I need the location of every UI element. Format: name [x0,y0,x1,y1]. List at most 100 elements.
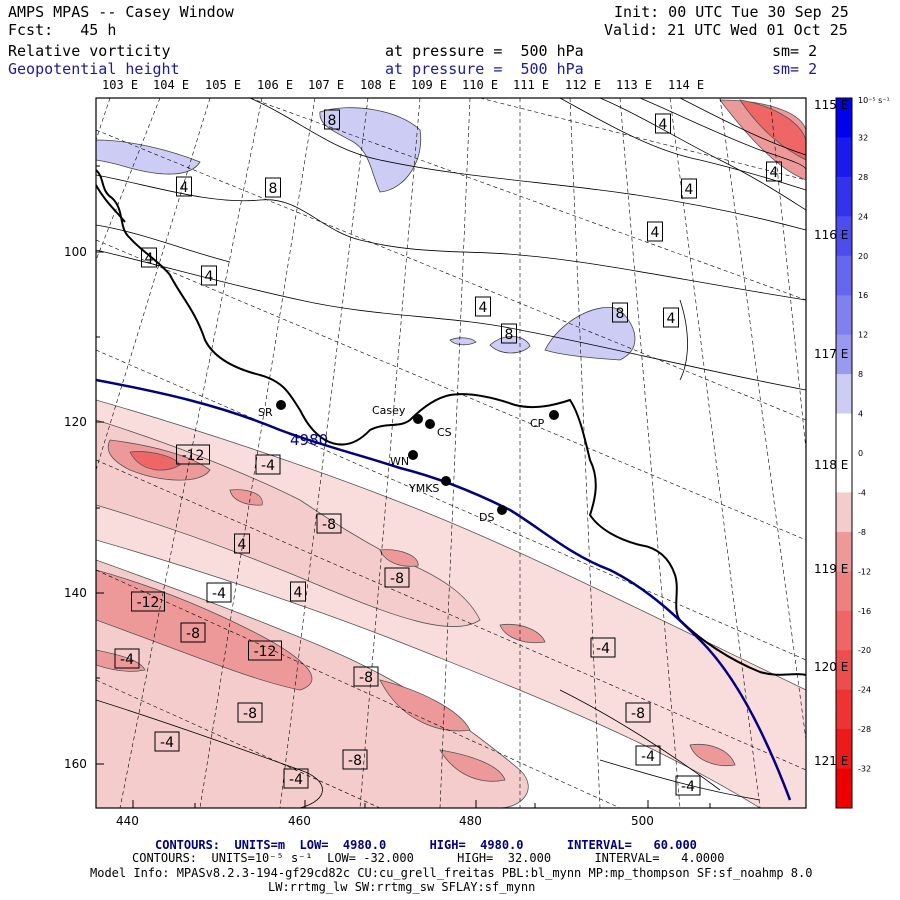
field1-smoothing: sm= 2 [772,42,818,60]
field1-name: Relative vorticity [8,42,171,60]
colorbar-tick-label: -4 [858,488,866,497]
top-longitude-label: 105 E [205,78,242,92]
svg-text:8: 8 [328,113,337,129]
station-marker [425,419,435,429]
colorbar-tick-label: 0 [858,449,863,458]
footer-line1: CONTOURS: UNITS=m LOW= 4980.0 HIGH= 4980… [155,838,697,852]
colorbar-tick-label: -12 [858,567,871,576]
init-time: Init: 00 UTC Tue 30 Sep 25 [614,3,849,21]
colorbar-segment [836,374,852,415]
colorbar-segment [836,689,852,730]
station-label: DS [479,511,494,524]
station-marker [441,476,451,486]
svg-text:4: 4 [238,537,247,553]
svg-text:-8: -8 [348,753,362,769]
y-tick-label: 160 [64,757,87,771]
svg-text:-4: -4 [160,735,174,751]
contour-label: 8 [265,177,281,198]
station-label: SR [258,406,273,419]
svg-text:4: 4 [667,311,676,327]
contour-label: 4 [290,581,306,602]
colorbar-frame [835,97,853,809]
contour-label: -4 [114,648,140,669]
colorbar-segment [836,650,852,691]
right-longitude-label: 118 E [814,458,849,472]
contour-label: -4 [590,637,616,658]
y-tick-label: 100 [64,245,87,259]
colorbar-segment [836,413,852,454]
top-longitude-label: 111 E [513,78,550,92]
height-contour-label: 4980 [290,431,328,449]
svg-text:-4: -4 [596,641,610,657]
colorbar-segment [836,453,852,493]
contour-label: -8 [237,702,263,723]
contour-label: -8 [180,622,206,643]
colorbar-tick-label: 20 [858,252,868,261]
svg-text:-12: -12 [182,448,205,464]
svg-text:-4: -4 [681,779,695,795]
contour-label: -8 [316,513,342,534]
colorbar-tick-label: -20 [858,646,871,655]
svg-text:-12: -12 [254,644,277,660]
positive-vorticity-shading [96,107,636,361]
colorbar-segment [836,571,852,612]
contour-label: 4 [655,113,671,134]
colorbar-tick-label: 16 [858,291,868,300]
valid-time: Valid: 21 UTC Wed 01 Oct 25 [604,21,848,39]
top-longitude-label: 103 E [102,78,139,92]
svg-text:-8: -8 [322,517,336,533]
svg-text:-8: -8 [243,706,257,722]
field1-level: at pressure = 500 hPa [385,42,584,60]
colorbar-tick-label: -8 [858,528,866,537]
svg-text:-4: -4 [641,749,655,765]
svg-text:-8: -8 [631,706,645,722]
colorbar-segment [836,137,852,178]
colorbar-segment [836,334,852,375]
colorbar-tick-label: 8 [858,370,863,379]
top-longitude-label: 110 E [462,78,499,92]
colorbar-tick-label: -32 [858,765,871,774]
y-tick-label: 120 [64,415,87,429]
colorbar-tick-label: -16 [858,607,871,616]
contour-label: 8 [612,302,628,323]
contour-label: 4 [234,533,250,554]
contour-label: -8 [353,666,379,687]
field2-smoothing: sm= 2 [772,60,818,78]
colorbar: 32 28 24 20 16 12 8 4 0 -4 -8 -12 -16 -20 -24 -28 -32 [835,97,871,809]
station-marker [276,400,286,410]
top-longitude-label: 107 E [308,78,345,92]
contour-label: -4 [635,745,661,766]
contour-label: -4 [255,454,281,475]
right-longitude-label: 120 E [814,660,849,674]
station-marker [497,505,507,515]
top-longitude-label: 114 E [668,78,705,92]
contour-label: 8 [324,109,340,130]
contour-labels: 8 4 4 8 4 4 4 4 4 4 8 8 4 -12 -4 -8 4 -8 4 -4 -12 -8 -12 -4 -8 -4… [114,109,782,796]
colorbar-segment [836,531,852,572]
colorbar-tick-label: 4 [858,410,863,419]
colorbar-segment [836,492,852,533]
colorbar-segment [836,768,852,809]
colorbar-segment [836,255,852,296]
svg-text:8: 8 [616,306,625,322]
contour-label: -12 [248,640,282,661]
colorbar-tick-label: -24 [858,686,871,695]
colorbar-tick-label: 32 [858,133,868,142]
right-longitude-label: 117 E [814,347,849,361]
svg-text:-4: -4 [120,652,134,668]
footer-model-info: Model Info: MPASv8.2.3-194-gf29cd82c CU:… [90,866,813,880]
contour-label: 4 [766,161,782,182]
svg-text:4: 4 [294,585,303,601]
vorticity-contours [96,98,806,808]
contour-label: 8 [501,323,517,344]
field2-name: Geopotential height [8,60,180,78]
svg-text:-8: -8 [390,571,404,587]
svg-text:-12: -12 [137,595,160,611]
contour-label: -4 [675,775,701,796]
forecast-hour: Fcst: 45 h [8,21,117,39]
top-longitude-label: 106 E [257,78,294,92]
right-longitude-label: 115 E [814,98,849,112]
contour-label: -8 [625,702,651,723]
contour-label: 4 [681,178,697,199]
top-longitude-label: 109 E [411,78,448,92]
